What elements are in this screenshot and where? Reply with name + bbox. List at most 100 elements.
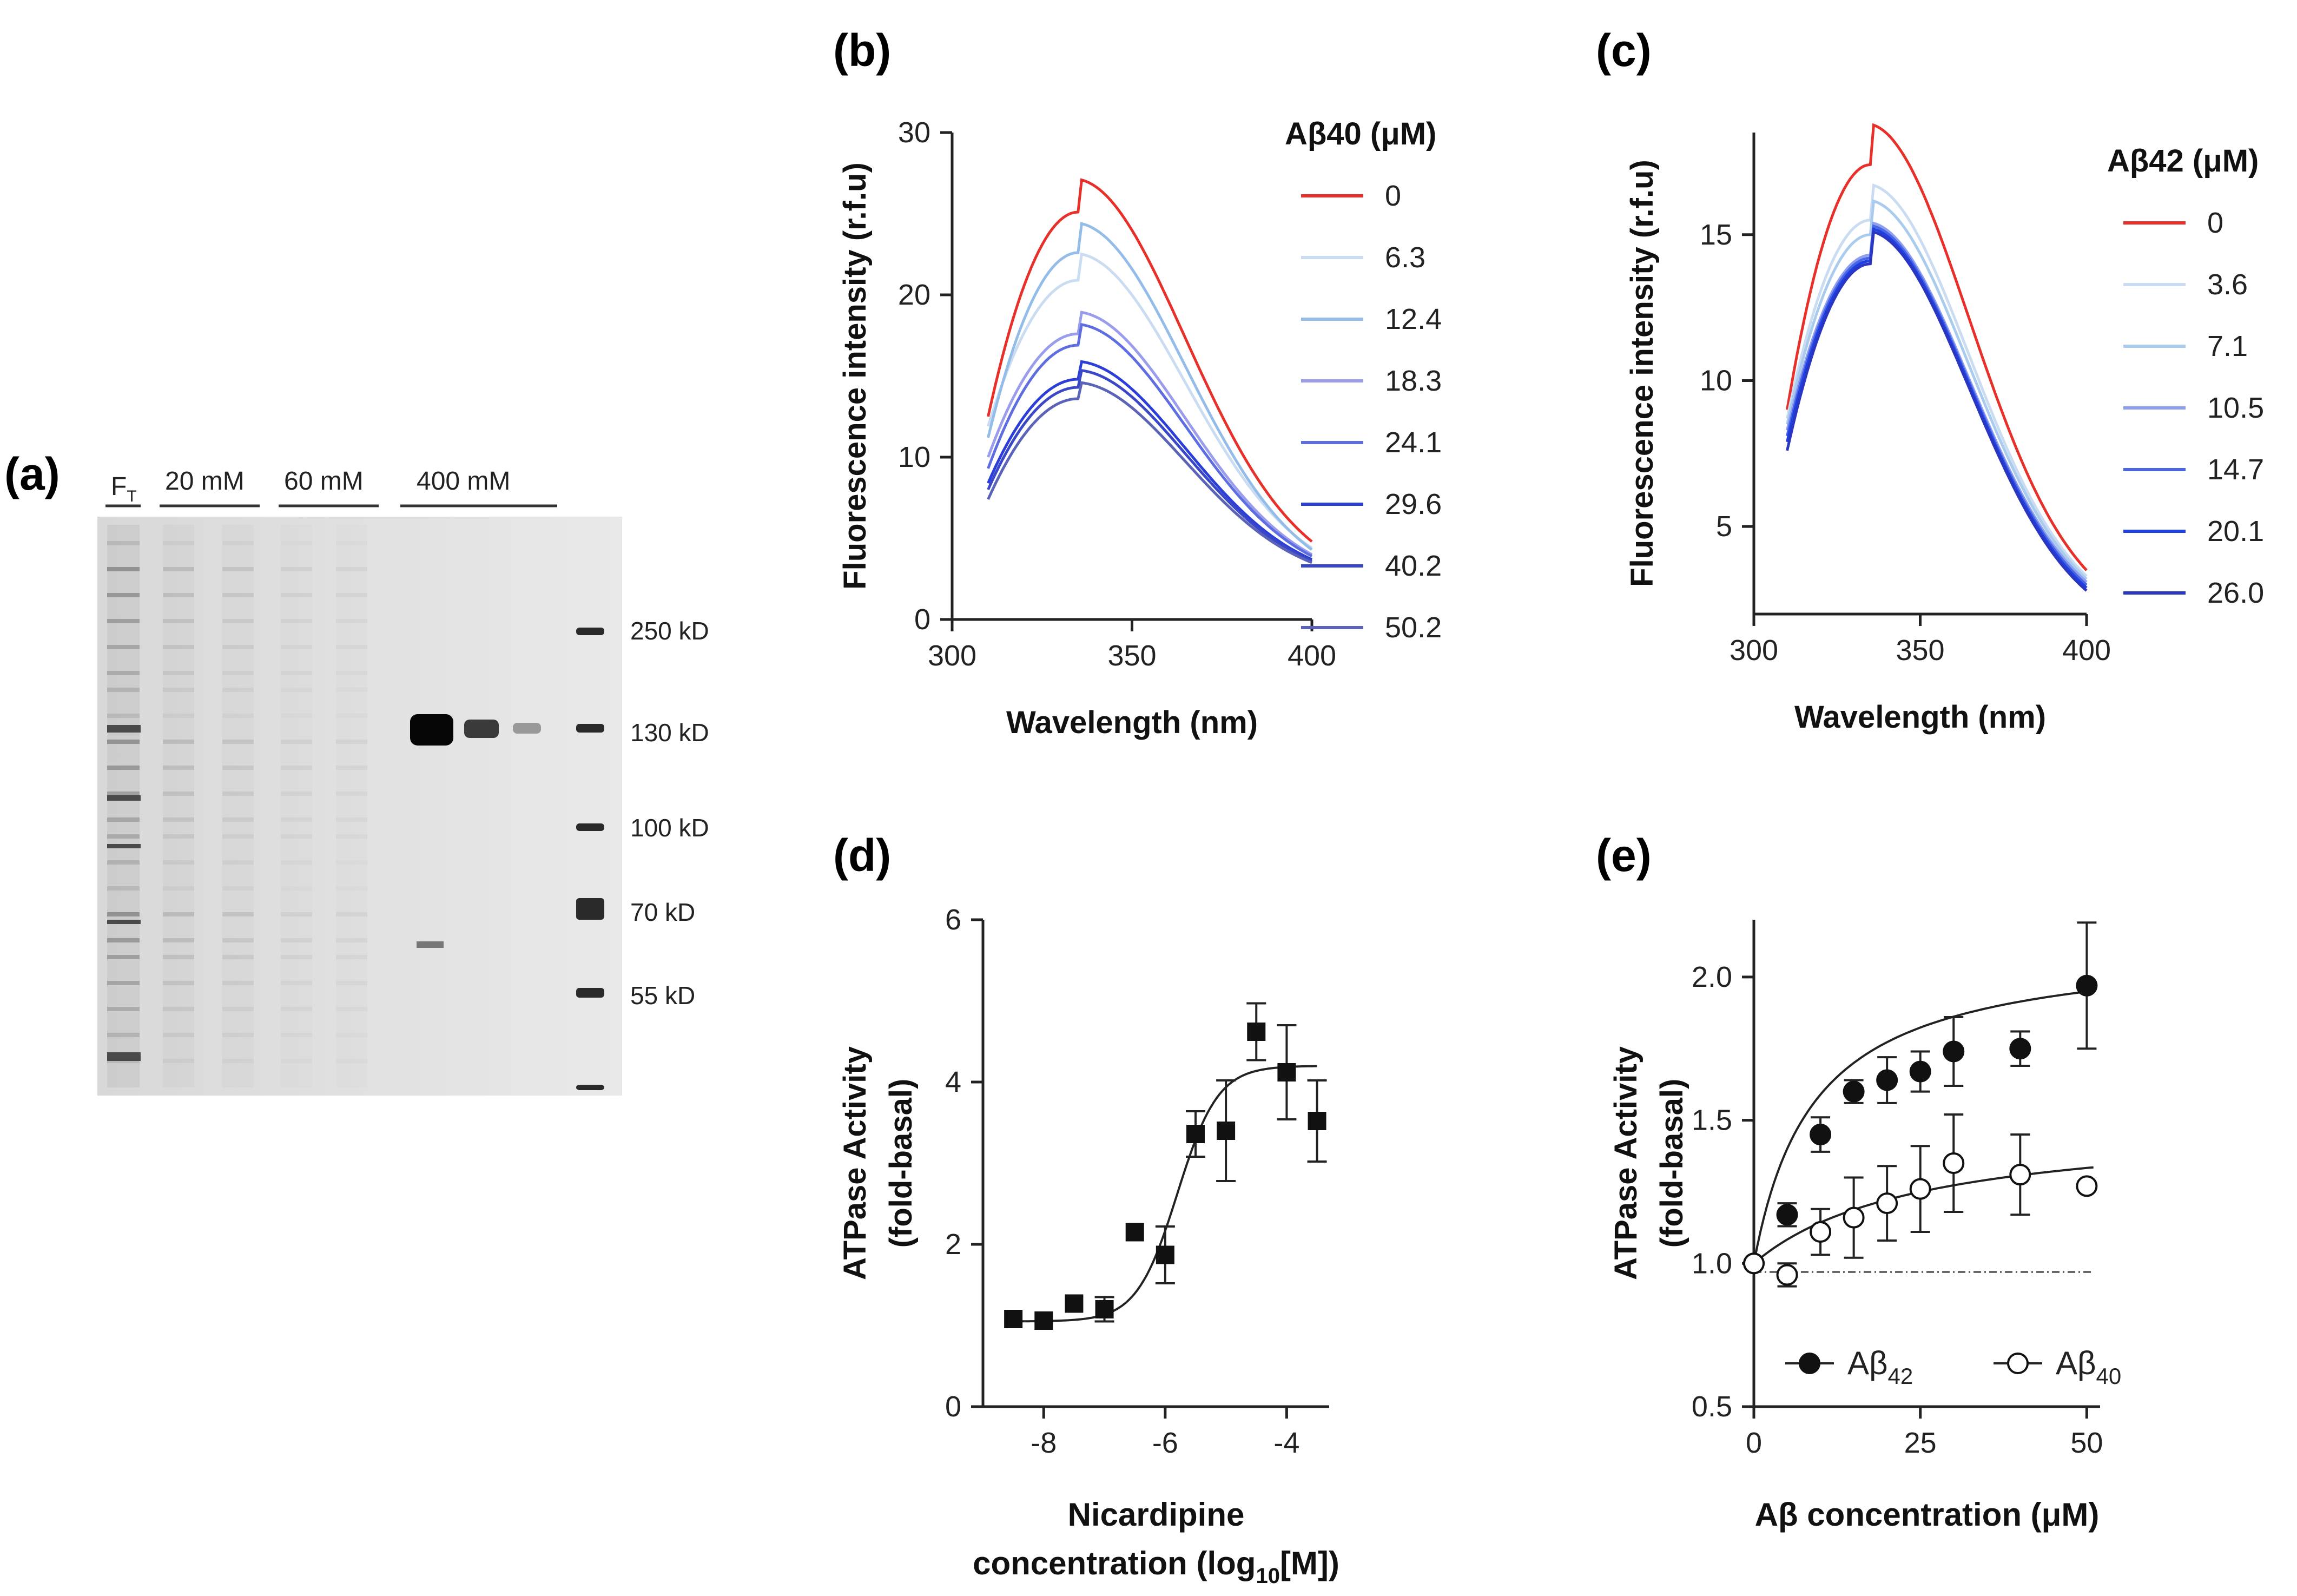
data-point (1095, 1300, 1114, 1318)
gel-band (107, 981, 140, 985)
legend-label-1: Aβ40 (2056, 1345, 2121, 1389)
gel-band (107, 740, 140, 744)
lane-label-60mm: 60 mM (284, 467, 364, 496)
data-point (1125, 1223, 1144, 1242)
gel-band (107, 792, 140, 796)
y-axis-label: Fluorescence intensity (r.f.u) (837, 162, 873, 590)
panel-label-e: (e) (1596, 830, 1652, 881)
series-line-26.0 (1786, 230, 2088, 592)
gel-band (222, 714, 254, 718)
x-axis-label: Wavelength (nm) (1006, 705, 1258, 740)
x-axis-label-part: [M]) (1280, 1545, 1339, 1581)
y-tick-label: 1.5 (1692, 1104, 1732, 1137)
data-point-Aβ40 (1876, 1192, 1898, 1215)
y-tick-label: 30 (898, 116, 930, 149)
gel-band (281, 714, 312, 718)
gel-band (163, 714, 194, 718)
gel-band (222, 912, 254, 916)
data-point-Aβ42 (2009, 1038, 2031, 1060)
gel-band (336, 645, 367, 649)
legend-marker-0 (1799, 1353, 1820, 1374)
gel-band (163, 1033, 194, 1037)
gel-band (336, 860, 367, 865)
marker-label-100: 100 kD (630, 814, 709, 842)
gel-band (107, 766, 140, 770)
legend-label-0: 0 (2207, 207, 2223, 239)
gel-band (336, 766, 367, 770)
x-tick-label: 50 (2070, 1427, 2103, 1459)
y-tick-label: 4 (945, 1066, 961, 1098)
x-tick-label: 400 (2062, 634, 2111, 667)
x-tick-label: 0 (1746, 1427, 1762, 1459)
gel-ladder-band (576, 1085, 604, 1090)
gel-band (107, 886, 140, 891)
gel-band (336, 938, 367, 942)
gel-band (163, 1007, 194, 1011)
gel-band (336, 688, 367, 692)
gel-band (222, 1059, 254, 1063)
gel-band (163, 886, 194, 891)
y-axis-label: Fluorescence intensity (r.f.u) (1625, 160, 1660, 587)
gel-band (281, 688, 312, 692)
x-axis-label-subscript: 10 (1256, 1564, 1280, 1588)
gel-band (163, 1059, 194, 1063)
gel-band (281, 671, 312, 675)
marker-label-70: 70 kD (630, 898, 695, 926)
legend-label-14.7: 14.7 (2207, 453, 2264, 486)
gel-band (107, 619, 140, 623)
gel-band (336, 593, 367, 597)
data-point-Aβ42 (1909, 1060, 1931, 1083)
gel-band (281, 955, 312, 959)
gel-band (281, 645, 312, 649)
gel-band (336, 714, 367, 718)
gel-band (464, 720, 499, 738)
gel-band (163, 593, 194, 597)
series-line-12.4 (987, 222, 1313, 551)
gel-ladder-band (576, 988, 604, 998)
gel-band (336, 619, 367, 623)
chart-d: -8 -6 -4 0 2 4 6 Nicardipine concentration (log1… (837, 903, 1339, 1588)
gel-band (336, 912, 367, 916)
gel-band (281, 619, 312, 623)
gel-band (222, 671, 254, 675)
gel-band (281, 1007, 312, 1011)
gel-band (222, 817, 254, 822)
data-point (1034, 1311, 1053, 1330)
series-line-18.3 (987, 311, 1313, 556)
gel-band (222, 1033, 254, 1037)
gel-band (107, 844, 141, 848)
lane-label-ft: FT (111, 472, 137, 505)
series-line-50.2 (987, 381, 1312, 564)
y-axis-label-line1: ATPase Activity (837, 1046, 873, 1280)
y-tick-label: 5 (1716, 510, 1732, 543)
gel-band (107, 912, 140, 916)
legend-label-24.1: 24.1 (1385, 426, 1442, 459)
gel-band (163, 817, 194, 822)
data-point-Aβ42 (1810, 1124, 1832, 1146)
series-line-24.1 (987, 322, 1313, 558)
x-axis-label-line2: concentration (log10[M]) (973, 1545, 1339, 1588)
x-tick-label: 350 (1896, 634, 1944, 667)
legend-label-0: Aβ42 (1847, 1345, 1913, 1389)
legend-label-20.1: 20.1 (2207, 515, 2264, 548)
legend-label-3.6: 3.6 (2207, 268, 2248, 301)
gel-band (222, 619, 254, 623)
gel-band (222, 886, 254, 891)
gel-band (163, 541, 194, 545)
legend-label-subscript: 40 (2096, 1363, 2122, 1389)
gel-band (336, 981, 367, 985)
gel-band (222, 792, 254, 796)
gel-band (222, 955, 254, 959)
gel-band (107, 1007, 140, 1011)
legend-label-text: Aβ (2056, 1345, 2096, 1381)
y-tick-label: 2 (945, 1228, 961, 1261)
fit-curve-Aβ42 (1753, 990, 2094, 1264)
series-line-0 (987, 178, 1313, 543)
data-point-Aβ42 (1876, 1069, 1898, 1091)
gel-band (281, 792, 312, 796)
legend-label-18.3: 18.3 (1385, 365, 1442, 397)
marker-label-130: 130 kD (630, 718, 709, 747)
legend-label-50.2: 50.2 (1385, 611, 1442, 644)
y-tick-label: 10 (898, 441, 930, 473)
